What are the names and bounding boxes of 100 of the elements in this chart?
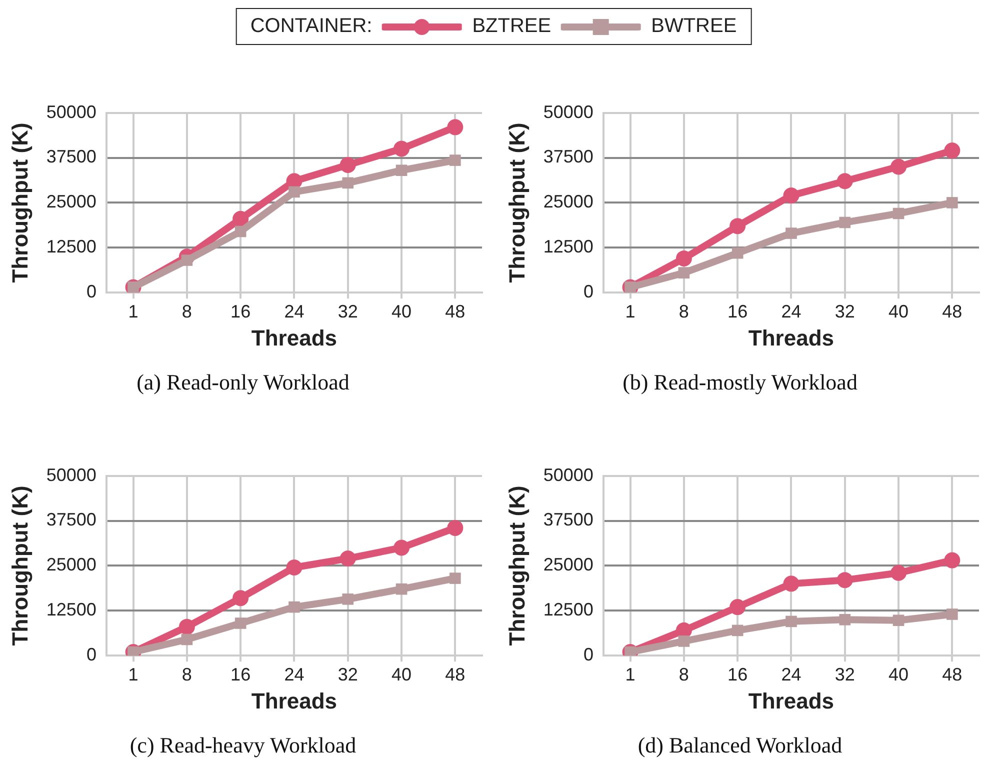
point: [836, 173, 853, 190]
y-tick-label: 50000: [543, 464, 594, 485]
x-axis-title: Threads: [748, 325, 834, 350]
text: (c) Read-heavy Workload: [130, 732, 356, 758]
x-tick-label: 32: [834, 301, 855, 322]
y-tick-label: 37500: [46, 510, 96, 530]
point: [783, 576, 800, 592]
y-tick-label: 25000: [46, 554, 96, 575]
point: [396, 583, 408, 595]
x-tick-label: 40: [392, 301, 412, 322]
point: [288, 186, 300, 198]
legend-label: BWTREE: [651, 15, 737, 38]
point: [234, 618, 246, 629]
y-tick-label: 50000: [46, 102, 96, 122]
legend-title: CONTAINER:: [250, 15, 372, 38]
point: [946, 197, 958, 208]
point: [288, 601, 300, 613]
y-tick-label: 12500: [543, 236, 594, 257]
x-tick-label: 24: [284, 301, 304, 322]
y-tick-label: 37500: [46, 146, 96, 167]
point: [732, 624, 744, 636]
x-tick-label: 8: [182, 664, 192, 684]
point: [786, 228, 797, 239]
x-tick-label: 16: [728, 664, 748, 684]
x-tick-label: 48: [942, 664, 962, 684]
point: [286, 560, 302, 576]
x-tick-label: 32: [338, 301, 358, 322]
point: [786, 616, 797, 628]
point: [342, 177, 354, 189]
x-tick-label: 48: [942, 301, 962, 322]
y-tick-label: 50000: [46, 464, 96, 485]
point: [944, 552, 960, 568]
x-tick-label: 40: [888, 664, 909, 684]
x-tick-label: 32: [338, 664, 358, 684]
y-tick-label: 25000: [543, 192, 594, 212]
point: [178, 618, 195, 635]
x-tick-label: 48: [445, 664, 466, 684]
y-axis-title: Throughput (K): [7, 486, 32, 646]
x-tick-label: 40: [392, 664, 412, 684]
point: [730, 218, 746, 234]
y-tick-label: 0: [86, 282, 96, 302]
point: [839, 614, 851, 626]
point: [678, 636, 690, 647]
x-tick-label: 32: [834, 664, 855, 684]
y-tick-label: 0: [583, 282, 594, 302]
y-axis-title: Throughput (K): [504, 122, 530, 283]
x-tick-label: 24: [781, 664, 802, 684]
text: (a) Read-only Workload: [136, 370, 350, 395]
point: [340, 550, 356, 567]
point: [676, 250, 692, 266]
point: [181, 634, 193, 646]
y-axis-title: Throughput (K): [7, 122, 32, 283]
point: [232, 210, 249, 227]
point: [836, 572, 853, 588]
x-axis-title: Threads: [748, 688, 834, 714]
point: [394, 140, 410, 157]
y-tick-label: 12500: [46, 236, 96, 257]
point: [234, 226, 246, 238]
y-tick-label: 25000: [543, 554, 594, 575]
x-tick-label: 16: [230, 664, 251, 684]
point: [890, 158, 907, 175]
point: [678, 267, 690, 278]
x-tick-label: 16: [230, 301, 251, 322]
point: [232, 590, 249, 606]
point: [340, 156, 356, 173]
point: [892, 614, 904, 626]
y-tick-label: 37500: [543, 510, 594, 530]
x-tick-label: 8: [678, 301, 689, 322]
x-tick-label: 24: [284, 664, 304, 684]
x-tick-label: 24: [781, 301, 802, 322]
point: [447, 520, 464, 536]
y-tick-label: 37500: [543, 146, 594, 167]
point: [946, 608, 958, 620]
y-tick-label: 0: [583, 644, 594, 665]
y-tick-label: 25000: [46, 192, 96, 212]
point: [892, 208, 904, 220]
point: [839, 216, 851, 228]
x-axis-title: Threads: [251, 325, 338, 350]
x-tick-label: 1: [128, 301, 138, 322]
x-tick-label: 1: [128, 664, 138, 684]
x-tick-label: 8: [182, 301, 192, 322]
point: [730, 599, 746, 616]
point: [890, 564, 907, 581]
point: [450, 154, 461, 166]
point: [394, 540, 410, 556]
x-tick-label: 1: [625, 664, 636, 684]
legend-label: BZTREE: [472, 15, 552, 38]
text: (b) Read-mostly Workload: [622, 370, 858, 395]
x-tick-label: 8: [678, 664, 689, 684]
y-tick-label: 50000: [543, 102, 594, 122]
x-tick-label: 48: [445, 301, 466, 322]
x-tick-label: 16: [728, 301, 748, 322]
point: [944, 142, 960, 159]
x-tick-label: 1: [625, 301, 636, 322]
point: [450, 572, 461, 584]
y-tick-label: 0: [86, 644, 96, 665]
point: [732, 247, 744, 259]
point: [783, 188, 800, 204]
y-tick-label: 12500: [46, 600, 96, 620]
x-axis-title: Threads: [251, 688, 338, 714]
